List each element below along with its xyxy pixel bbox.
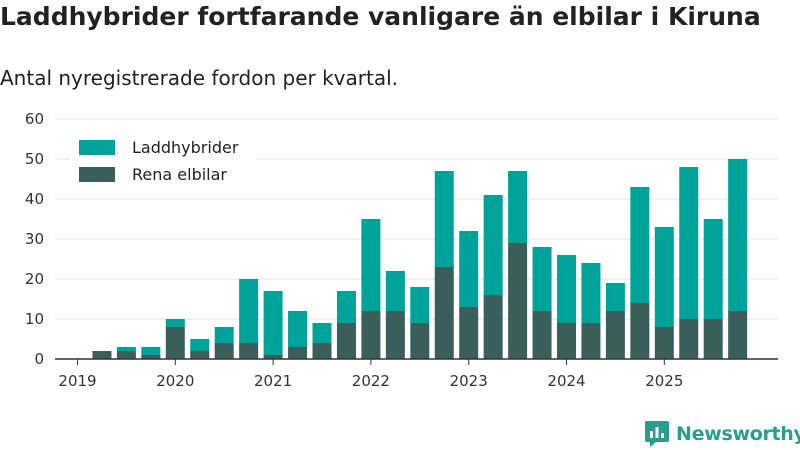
- bar-laddhybrider: [679, 167, 699, 319]
- bar-rena-elbilar: [459, 307, 479, 359]
- bar-laddhybrider: [385, 271, 405, 311]
- bar-rena-elbilar: [263, 355, 283, 359]
- bar-rena-elbilar: [214, 343, 234, 359]
- bar-laddhybrider: [410, 287, 430, 323]
- bar-laddhybrider: [728, 159, 748, 311]
- bar-rena-elbilar: [336, 323, 356, 359]
- y-tick-label: 30: [25, 230, 44, 248]
- bar-laddhybrider: [483, 195, 503, 295]
- x-tick-label: 2024: [547, 372, 585, 390]
- bar-laddhybrider: [581, 263, 601, 323]
- bar-rena-elbilar: [581, 323, 601, 359]
- newsworthy-logo-icon: [645, 421, 669, 447]
- x-tick-label: 2020: [156, 372, 194, 390]
- legend: Laddhybrider Rena elbilar: [70, 134, 256, 192]
- bar-rena-elbilar: [410, 323, 430, 359]
- bar-laddhybrider: [263, 291, 283, 355]
- newsworthy-logo-text: Newsworthy: [676, 423, 800, 445]
- bar-rena-elbilar: [190, 351, 210, 359]
- bar-rena-elbilar: [165, 327, 185, 359]
- bar-laddhybrider: [190, 339, 210, 351]
- bar-laddhybrider: [532, 247, 552, 311]
- legend-label-laddhybrider: Laddhybrider: [132, 138, 239, 157]
- bar-laddhybrider: [239, 279, 259, 343]
- bar-laddhybrider: [141, 347, 161, 355]
- bar-rena-elbilar: [703, 319, 723, 359]
- legend-label-rena-elbilar: Rena elbilar: [132, 165, 227, 184]
- y-tick-label: 10: [25, 310, 44, 328]
- bar-rena-elbilar: [557, 323, 576, 359]
- x-tick-label: 2022: [352, 372, 390, 390]
- bar-laddhybrider: [508, 171, 528, 243]
- bar-rena-elbilar: [532, 311, 552, 359]
- bar-rena-elbilar: [92, 351, 112, 359]
- x-tick-label: 2023: [450, 372, 488, 390]
- y-tick-label: 20: [25, 270, 44, 288]
- bar-rena-elbilar: [630, 303, 650, 359]
- bar-rena-elbilar: [312, 343, 332, 359]
- bar-laddhybrider: [459, 231, 479, 307]
- x-tick-label: 2021: [254, 372, 292, 390]
- bar-rena-elbilar: [288, 347, 308, 359]
- y-tick-label: 50: [25, 150, 44, 168]
- bar-rena-elbilar: [728, 311, 748, 359]
- bars: [92, 159, 748, 359]
- y-tick-label: 60: [25, 110, 44, 128]
- x-tick-label: 2019: [58, 372, 96, 390]
- y-tick-label: 40: [25, 190, 44, 208]
- newsworthy-logo: Newsworthy: [644, 419, 800, 449]
- x-axis-ticks: 2019 2020 2021 2022 2023 2024 2025: [58, 359, 683, 390]
- bar-laddhybrider: [434, 171, 454, 267]
- bar-rena-elbilar: [116, 351, 136, 359]
- bar-laddhybrider: [605, 283, 625, 311]
- bar-laddhybrider: [361, 219, 381, 311]
- bar-laddhybrider: [165, 319, 185, 327]
- bar-rena-elbilar: [508, 243, 528, 359]
- bar-laddhybrider: [630, 187, 650, 303]
- bar-rena-elbilar: [679, 319, 699, 359]
- bar-rena-elbilar: [483, 295, 503, 359]
- legend-swatch-rena-elbilar: [79, 167, 115, 182]
- bar-rena-elbilar: [361, 311, 381, 359]
- chart-subtitle: Antal nyregistrerade fordon per kvartal.: [0, 66, 399, 90]
- x-tick-label: 2025: [645, 372, 683, 390]
- bar-laddhybrider: [703, 219, 723, 319]
- y-axis-ticks: 0 10 20 30 40 50 60: [25, 110, 44, 368]
- bar-laddhybrider: [288, 311, 308, 347]
- bar-rena-elbilar: [654, 327, 674, 359]
- bar-rena-elbilar: [141, 355, 161, 359]
- bar-rena-elbilar: [605, 311, 625, 359]
- bar-rena-elbilar: [434, 267, 454, 359]
- bar-laddhybrider: [654, 227, 674, 327]
- bar-rena-elbilar: [239, 343, 259, 359]
- chart-title: Laddhybrider fortfarande vanligare än el…: [0, 2, 761, 31]
- y-tick-label: 0: [34, 350, 44, 368]
- bar-laddhybrider: [312, 323, 332, 343]
- bar-laddhybrider: [557, 255, 576, 323]
- bar-laddhybrider: [116, 347, 136, 351]
- bar-laddhybrider: [336, 291, 356, 323]
- legend-swatch-laddhybrider: [79, 140, 115, 155]
- bar-rena-elbilar: [385, 311, 405, 359]
- bar-laddhybrider: [214, 327, 234, 343]
